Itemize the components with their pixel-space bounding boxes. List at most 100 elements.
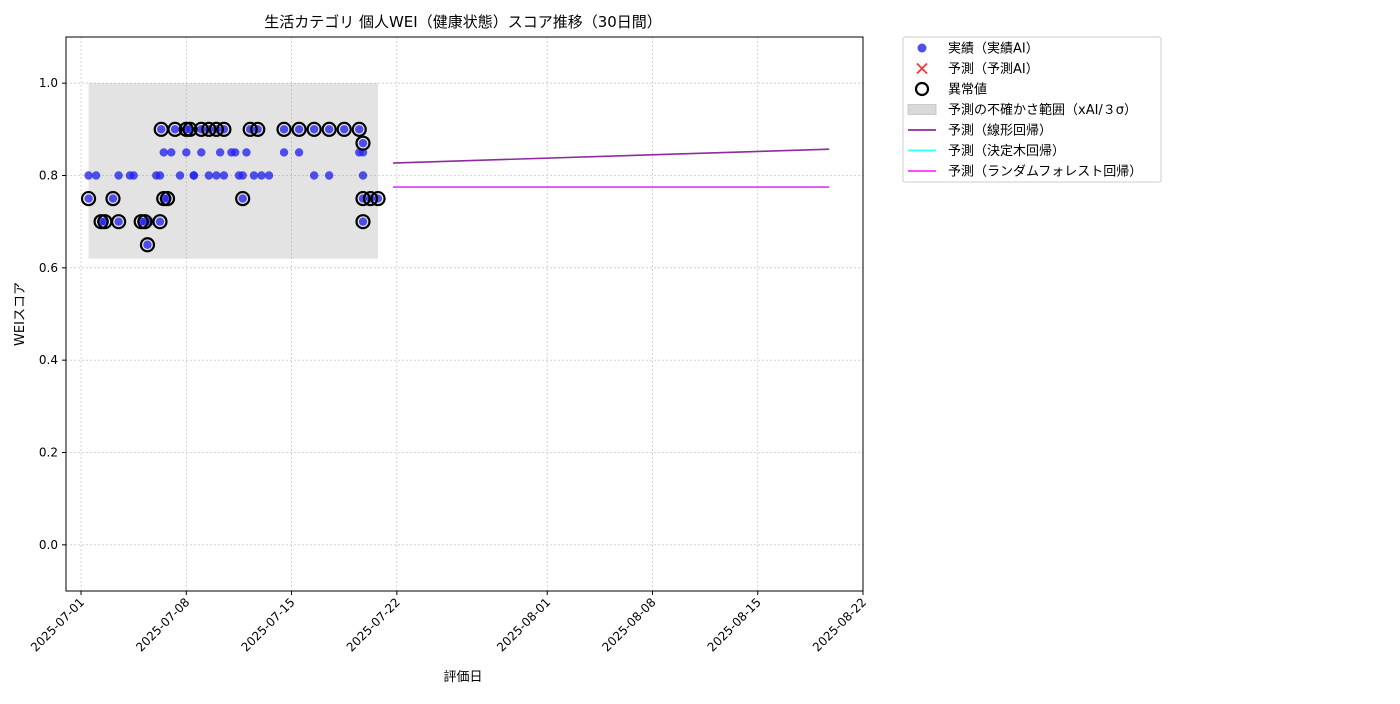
actual-point bbox=[257, 171, 266, 180]
forecast-line bbox=[393, 148, 830, 164]
uncertainty-band-rect bbox=[88, 83, 379, 259]
actual-point bbox=[279, 125, 289, 134]
legend-ring-marker bbox=[914, 81, 930, 97]
legend-label: 予測（決定木回帰） bbox=[948, 143, 1065, 159]
anomaly-marker bbox=[250, 121, 266, 137]
legend-cross-marker bbox=[916, 62, 928, 75]
uncertainty-band bbox=[88, 83, 379, 259]
actual-point bbox=[242, 148, 251, 157]
anomaly-marker bbox=[80, 190, 97, 207]
actual-point bbox=[159, 148, 168, 157]
anomaly-marker bbox=[193, 121, 209, 137]
anomaly-marker bbox=[355, 190, 371, 207]
anomaly-marker bbox=[355, 135, 371, 151]
actual-point bbox=[91, 171, 101, 180]
anomaly-marker bbox=[208, 121, 224, 137]
actual-point bbox=[309, 171, 319, 180]
y-axis-label: WEIスコア bbox=[13, 282, 28, 346]
actual-point bbox=[324, 125, 334, 134]
anomaly-marker bbox=[111, 214, 127, 230]
actual-point bbox=[197, 148, 206, 157]
actual-point bbox=[324, 171, 334, 180]
forecast-lines bbox=[393, 148, 830, 188]
actual-point bbox=[189, 171, 199, 180]
y-tick-label: 0.0 bbox=[39, 538, 58, 552]
legend-label: 異常値 bbox=[948, 82, 987, 98]
actual-point bbox=[114, 217, 123, 226]
actual-point bbox=[279, 148, 289, 157]
anomaly-marker bbox=[139, 237, 156, 253]
anomaly-marker bbox=[291, 121, 307, 137]
anomaly-marker bbox=[242, 121, 258, 137]
actual-point bbox=[238, 171, 247, 180]
legend-band-swatch bbox=[907, 104, 937, 115]
anomaly-marker bbox=[336, 121, 352, 137]
legend-label: 予測（線形回帰） bbox=[948, 123, 1052, 139]
anomaly-marker bbox=[362, 190, 379, 207]
actual-point bbox=[167, 148, 176, 157]
actual-point bbox=[249, 171, 259, 180]
legend-label: 実績（実績AI） bbox=[948, 41, 1039, 57]
actual-point bbox=[294, 125, 304, 134]
anomaly-marker bbox=[182, 121, 198, 137]
x-tick-label: 2025-08-15 bbox=[705, 595, 764, 654]
y-tick-label: 0.2 bbox=[39, 446, 58, 460]
legend-dot-marker bbox=[917, 43, 927, 53]
actual-point bbox=[339, 125, 349, 134]
x-tick-label: 2025-07-08 bbox=[133, 595, 192, 654]
anomaly-marker bbox=[321, 121, 337, 137]
anomaly-marker bbox=[306, 121, 322, 137]
actual-point bbox=[212, 171, 221, 180]
actual-point bbox=[264, 171, 274, 180]
actual-point bbox=[294, 148, 304, 157]
plot-frame bbox=[65, 36, 864, 592]
anomaly-marker bbox=[137, 214, 153, 230]
actual-point bbox=[358, 171, 368, 180]
actual-point bbox=[230, 148, 240, 157]
actual-point bbox=[215, 148, 225, 157]
actual-point bbox=[175, 171, 185, 180]
anomaly-marker bbox=[235, 190, 251, 207]
anomaly-marker bbox=[355, 214, 371, 230]
actual-point bbox=[84, 194, 93, 203]
y-tick-label: 0.4 bbox=[39, 353, 58, 367]
x-tick-label: 2025-08-01 bbox=[494, 595, 553, 654]
x-axis-label: 評価日 bbox=[443, 670, 482, 685]
x-tick-label: 2025-07-15 bbox=[238, 595, 297, 654]
x-tick-label: 2025-08-08 bbox=[599, 595, 658, 654]
actual-point bbox=[155, 217, 165, 226]
y-tick-label: 0.6 bbox=[39, 261, 58, 275]
x-tick-label: 2025-07-01 bbox=[28, 595, 87, 654]
actual-point bbox=[129, 171, 138, 180]
y-tick-label: 0.8 bbox=[39, 169, 58, 183]
legend-label: 予測の不確かさ範囲（xAI/３σ） bbox=[948, 102, 1137, 118]
anomaly-marker bbox=[152, 214, 168, 230]
actual-point bbox=[309, 125, 319, 134]
actual-point bbox=[155, 171, 165, 180]
actual-point bbox=[114, 171, 123, 180]
actual-point bbox=[108, 194, 118, 203]
anomaly-marker bbox=[105, 190, 121, 207]
actual-point bbox=[219, 171, 229, 180]
anomaly-marker bbox=[201, 121, 217, 137]
anomaly-marker bbox=[276, 121, 292, 137]
actual-point bbox=[238, 194, 247, 203]
actual-point bbox=[143, 240, 152, 249]
plot-border bbox=[65, 36, 864, 592]
actual-point bbox=[355, 125, 364, 134]
y-axis: 0.0 0.2 0.4 0.6 0.8 1.0 bbox=[39, 76, 66, 552]
chart-title: 生活カテゴリ 個人WEI（健康状態）スコア推移（30日間） bbox=[264, 13, 662, 31]
actual-point bbox=[182, 148, 191, 157]
anomaly-marker bbox=[216, 121, 232, 137]
x-tick-label: 2025-07-22 bbox=[344, 595, 403, 654]
actual-point bbox=[84, 171, 93, 180]
anomaly-marker bbox=[167, 121, 183, 137]
actual-point bbox=[170, 125, 180, 134]
anomaly-marker bbox=[351, 121, 367, 137]
actual-point bbox=[358, 138, 368, 148]
anomaly-marker bbox=[370, 190, 386, 207]
x-tick-label: 2025-08-22 bbox=[810, 595, 869, 654]
